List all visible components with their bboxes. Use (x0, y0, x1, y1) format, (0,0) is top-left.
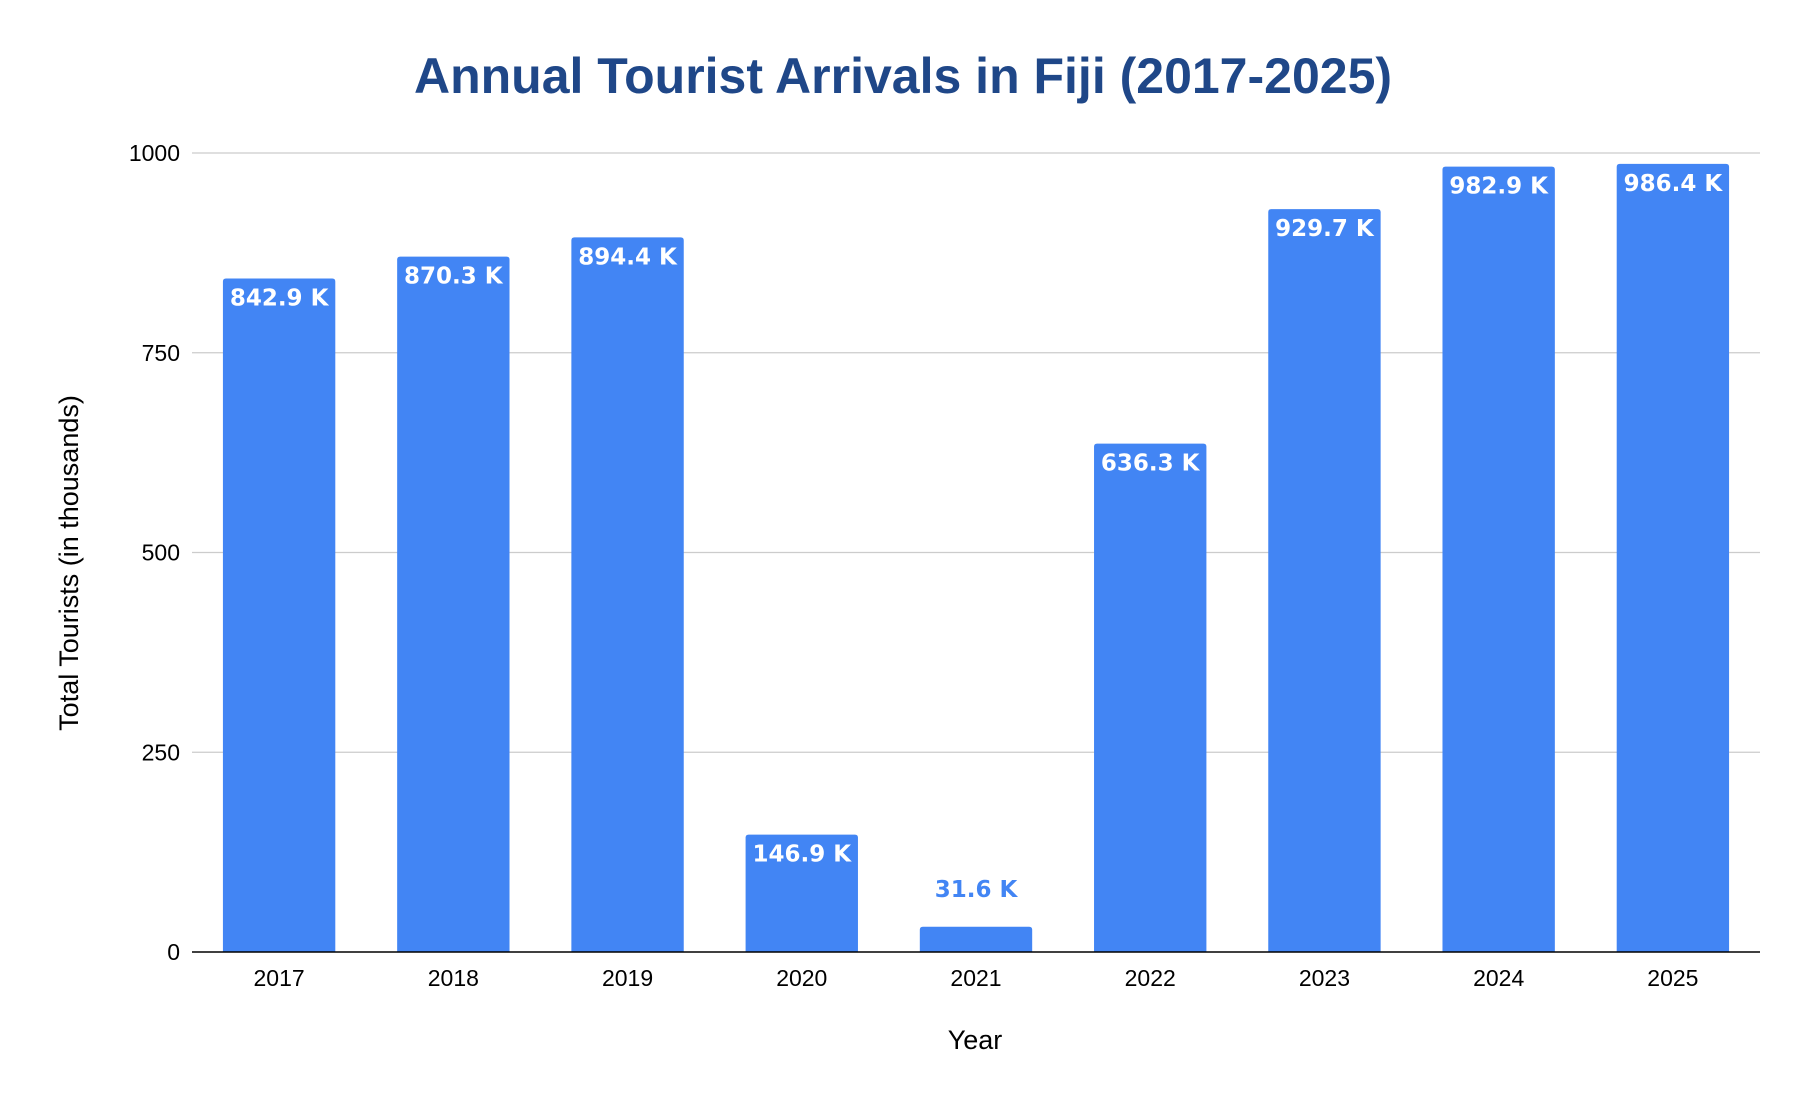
bar (571, 237, 684, 953)
x-tick-label: 2020 (776, 965, 827, 991)
bar (919, 926, 1033, 952)
data-label: 31.6 K (935, 877, 1019, 903)
bars (222, 163, 1730, 953)
y-tick-label: 500 (142, 540, 180, 566)
x-tick-label: 2022 (1125, 965, 1176, 991)
bar (397, 256, 510, 952)
y-tick-label: 0 (167, 939, 180, 965)
data-label: 986.4 K (1624, 171, 1724, 197)
y-tick-label: 1000 (129, 140, 180, 166)
x-tick-label: 2017 (254, 965, 305, 991)
y-axis-title: Total Tourists (in thousands) (54, 395, 84, 731)
bar (1616, 163, 1730, 952)
data-label: 636.3 K (1101, 451, 1201, 477)
x-axis-ticks: 2017 2018 2019 2020 2021 2022 2023 2024 2025 (254, 965, 1699, 991)
data-label: 870.3 K (404, 264, 504, 290)
bar (1268, 209, 1381, 953)
y-tick-label: 750 (142, 340, 180, 366)
x-tick-label: 2023 (1299, 965, 1350, 991)
data-label: 894.4 K (578, 244, 678, 270)
chart-title: Annual Tourist Arrivals in Fiji (2017-20… (414, 48, 1392, 104)
bar (222, 278, 336, 952)
bar (1442, 166, 1555, 952)
data-label: 842.9 K (230, 286, 330, 312)
data-labels: 842.9 K 870.3 K 894.4 K 146.9 K 31.6 K 636.3 … (230, 171, 1724, 903)
y-axis-ticks: 0 250 500 750 1000 (129, 140, 180, 965)
data-label: 146.9 K (752, 842, 852, 868)
y-tick-label: 250 (142, 739, 180, 765)
x-tick-label: 2018 (428, 965, 479, 991)
x-tick-label: 2019 (602, 965, 653, 991)
x-tick-label: 2021 (950, 965, 1001, 991)
bar (745, 834, 858, 952)
x-tick-label: 2025 (1647, 965, 1698, 991)
x-axis-title: Year (948, 1025, 1003, 1055)
data-label: 982.9 K (1449, 174, 1549, 200)
bar (1094, 443, 1207, 952)
x-tick-label: 2024 (1473, 965, 1524, 991)
data-label: 929.7 K (1275, 216, 1375, 242)
